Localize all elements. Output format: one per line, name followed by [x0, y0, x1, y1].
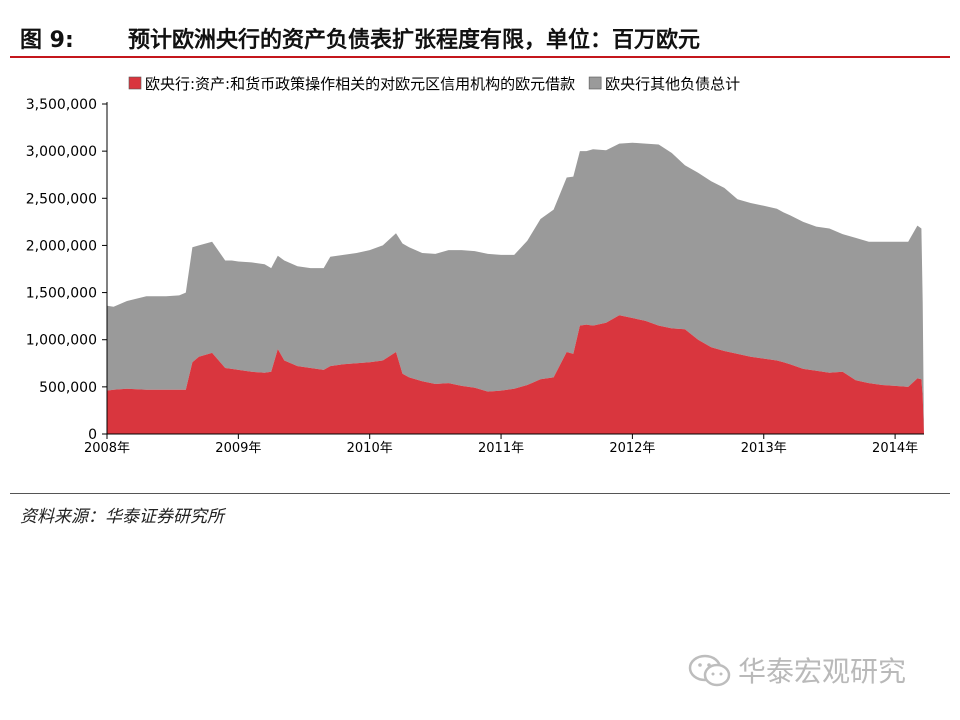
y-tick-label: 0 [88, 427, 97, 443]
wechat-icon [688, 654, 731, 687]
x-tick-label: 2014年 [872, 441, 918, 456]
figure-title: 预计欧洲央行的资产负债表扩张程度有限，单位：百万欧元 [128, 28, 701, 53]
x-tick-label: 2010年 [347, 441, 393, 456]
x-tick-label: 2013年 [741, 441, 787, 456]
y-tick-label: 2,500,000 [26, 191, 97, 207]
x-tick-label: 2012年 [609, 441, 655, 456]
source-note: 资料来源：华泰证券研究所 [20, 507, 224, 527]
x-tick-label: 2011年 [478, 441, 524, 456]
y-tick-label: 3,000,000 [26, 144, 97, 160]
legend-label: 欧央行:资产:和货币政策操作相关的对欧元区信用机构的欧元借款 [145, 75, 575, 93]
chart-container: 0 500,000 1,000,000 1,500,000 2,000,000 2,500… [0, 62, 960, 472]
series-area-lending [107, 315, 924, 434]
header-divider [10, 56, 950, 58]
figure-label: 图 9: [20, 28, 74, 53]
x-tick-label: 2008年 [84, 441, 130, 456]
legend-swatch [128, 76, 142, 90]
legend-label: 欧央行其他负债总计 [605, 75, 740, 93]
figure-header: 图 9: 预计欧洲央行的资产负债表扩张程度有限，单位：百万欧元 [0, 0, 960, 58]
y-tick-label: 2,000,000 [26, 238, 97, 254]
footer-divider [10, 493, 950, 494]
stacked-area-chart: 0 500,000 1,000,000 1,500,000 2,000,000 2,500… [26, 75, 924, 456]
y-tick-label: 500,000 [39, 380, 97, 396]
y-tick-label: 1,000,000 [26, 333, 97, 349]
y-tick-label: 3,500,000 [26, 97, 97, 113]
watermark-text: 华泰宏观研究 [738, 655, 907, 688]
legend-swatch [588, 76, 602, 90]
y-tick-label: 1,500,000 [26, 286, 97, 302]
x-tick-label: 2009年 [215, 441, 261, 456]
series-area-other-liabilities [107, 142, 924, 434]
